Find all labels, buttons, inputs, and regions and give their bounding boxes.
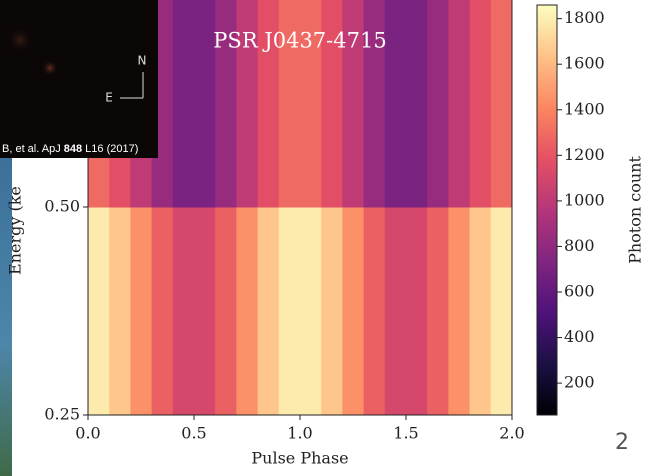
x-tick-label: 0.0 (75, 424, 100, 443)
heatmap-cell (257, 0, 280, 208)
x-tick-label: 1.5 (393, 424, 418, 443)
heatmap-cell (342, 207, 365, 416)
heatmap-cell (448, 207, 471, 416)
compass-east: E (105, 91, 113, 105)
x-tick-label: 0.5 (181, 424, 206, 443)
heatmap-cell (215, 207, 237, 416)
colorbar-tick-label: 1200 (564, 145, 605, 164)
heatmap-cell (406, 0, 428, 208)
overlay-image: N E B, et al. ApJ 848 L16 (2017) (0, 0, 158, 158)
colorbar-tick-label: 1800 (564, 8, 605, 27)
photo (0, 0, 158, 158)
heatmap-cell (363, 0, 386, 208)
citation-text: B, et al. ApJ (2, 143, 64, 155)
heatmap-cell (300, 0, 322, 208)
heatmap-cell (342, 0, 365, 208)
background-photo-strip (0, 150, 12, 476)
heatmap-cell (151, 207, 174, 416)
photo-blob (41, 59, 59, 77)
heatmap-cell (300, 207, 322, 416)
heatmap-cell (321, 0, 343, 208)
x-tick-label: 2.0 (499, 424, 524, 443)
heatmap-cell (278, 0, 301, 208)
heatmap-cell (194, 0, 216, 208)
heatmap-cell (194, 207, 216, 416)
colorbar-tick-label: 1600 (564, 54, 605, 73)
heatmap-cell (130, 207, 153, 416)
heatmap-cell (236, 0, 259, 208)
colorbar-tick-label: 600 (564, 282, 595, 301)
y-tick-label: 0.25 (44, 405, 80, 424)
heatmap-cell (109, 207, 131, 416)
heatmap-cell (427, 0, 449, 208)
heatmap-cell (427, 207, 449, 416)
colorbar (536, 4, 558, 416)
citation-text: L16 (2017) (82, 143, 138, 155)
colorbar-tick-label: 200 (564, 373, 595, 392)
citation: B, et al. ApJ 848 L16 (2017) (2, 143, 138, 155)
heatmap-cell (278, 207, 301, 416)
heatmap-cell (384, 0, 407, 208)
heatmap-cell (215, 0, 237, 208)
heatmap-cell (363, 207, 386, 416)
heatmap-cell (490, 0, 513, 208)
heatmap-cell (406, 207, 428, 416)
colorbar-tick-label: 800 (564, 236, 595, 255)
heatmap-cell (490, 207, 513, 416)
heatmap-cell (469, 0, 492, 208)
heatmap-cell (257, 207, 280, 416)
heatmap-cell (321, 207, 343, 416)
heatmap-cell (172, 0, 195, 208)
heatmap-cell (384, 207, 407, 416)
y-tick-label: 0.50 (44, 197, 80, 216)
heatmap-cell (236, 207, 259, 416)
colorbar-label: Photon count (626, 156, 645, 264)
heatmap-cell (88, 207, 110, 416)
heatmap-cell (172, 207, 195, 416)
colorbar-tick-label: 1000 (564, 190, 605, 209)
chart-title: PSR J0437-4715 (213, 29, 386, 53)
x-tick-label: 1.0 (287, 424, 312, 443)
y-axis-label: Energy (ke (6, 186, 25, 275)
citation-volume: 848 (64, 143, 82, 155)
slide-number: 2 (615, 430, 629, 455)
colorbar-tick-label: 400 (564, 327, 595, 346)
compass-north: N (138, 54, 147, 68)
heatmap-cell (448, 0, 471, 208)
colorbar-tick-label: 1400 (564, 99, 605, 118)
photo-blob (6, 26, 34, 54)
x-axis-label: Pulse Phase (251, 449, 348, 468)
heatmap-cell (469, 207, 492, 416)
